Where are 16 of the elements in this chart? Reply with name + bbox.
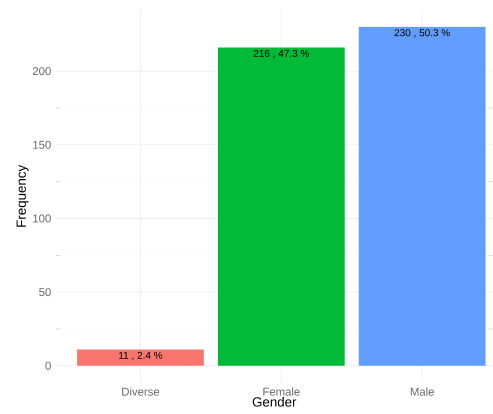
x-tick-label: Male: [410, 388, 434, 396]
y-tick-label: 200: [32, 67, 51, 76]
x-tick-label: Diverse: [122, 388, 160, 396]
y-tick-label: 0: [45, 362, 51, 370]
bar: [218, 48, 345, 366]
data-label: 230 , 50.3 %: [394, 29, 450, 38]
x-tick-label: Female: [263, 388, 300, 396]
x-axis-title: Gender: [252, 397, 296, 407]
data-label: 11 , 2.4 %: [119, 352, 162, 360]
y-tick-label: 150: [33, 140, 51, 149]
bar: [77, 350, 204, 366]
y-tick-label: 100: [33, 214, 51, 223]
bar: [358, 27, 486, 366]
data-label: 216 , 47.3 %: [254, 50, 309, 58]
y-tick-label: 50: [39, 288, 51, 296]
y-axis-title: Frequency: [16, 165, 29, 227]
